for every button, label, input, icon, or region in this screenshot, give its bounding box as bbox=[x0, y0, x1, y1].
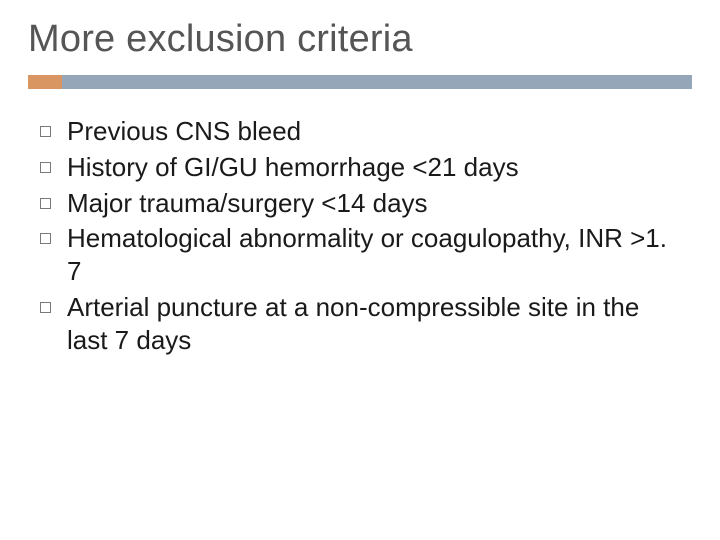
list-item: Major trauma/surgery <14 days bbox=[40, 187, 682, 220]
bullet-text: Previous CNS bleed bbox=[67, 115, 301, 148]
bullet-text: History of GI/GU hemorrhage <21 days bbox=[67, 151, 519, 184]
title-rule bbox=[28, 75, 692, 89]
square-bullet-icon bbox=[40, 198, 51, 209]
list-item: Hematological abnormality or coagulopath… bbox=[40, 222, 682, 288]
square-bullet-icon bbox=[40, 126, 51, 137]
list-item: Arterial puncture at a non-compressible … bbox=[40, 291, 682, 357]
bullet-text: Arterial puncture at a non-compressible … bbox=[67, 291, 682, 357]
square-bullet-icon bbox=[40, 162, 51, 173]
rule-accent bbox=[28, 75, 62, 89]
bullet-list: Previous CNS bleed History of GI/GU hemo… bbox=[28, 115, 692, 356]
rule-main bbox=[62, 75, 692, 89]
list-item: History of GI/GU hemorrhage <21 days bbox=[40, 151, 682, 184]
slide: More exclusion criteria Previous CNS ble… bbox=[0, 0, 720, 540]
slide-title: More exclusion criteria bbox=[28, 18, 692, 61]
square-bullet-icon bbox=[40, 302, 51, 313]
bullet-text: Hematological abnormality or coagulopath… bbox=[67, 222, 682, 288]
list-item: Previous CNS bleed bbox=[40, 115, 682, 148]
square-bullet-icon bbox=[40, 233, 51, 244]
bullet-text: Major trauma/surgery <14 days bbox=[67, 187, 428, 220]
